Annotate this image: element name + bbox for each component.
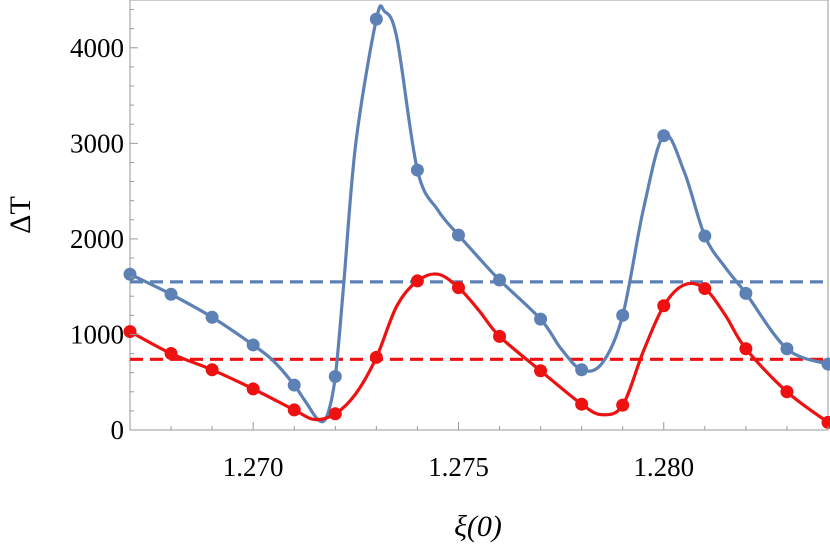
y-tick-label: 0 <box>111 415 125 445</box>
y-axis-label: ΔT <box>4 196 37 234</box>
y-tick-label: 3000 <box>70 128 124 158</box>
series-1-point <box>739 286 753 300</box>
series-2-point <box>534 364 548 378</box>
series-points <box>123 12 830 429</box>
series-2-point <box>821 415 830 429</box>
series-1-point <box>451 228 465 242</box>
series-2-point <box>451 281 465 295</box>
series-1-point <box>328 369 342 383</box>
series-2-point <box>493 329 507 343</box>
y-axis: 0 1000 2000 3000 4000 <box>70 9 138 445</box>
series-2-point <box>410 274 424 288</box>
x-axis: 1.270 1.275 1.280 <box>129 422 829 482</box>
series-2-point <box>369 350 383 364</box>
series-2-point <box>616 398 630 412</box>
series-curves <box>129 4 829 424</box>
series-1-point <box>780 342 794 356</box>
series-2-point <box>164 347 178 361</box>
series-1-point <box>616 308 630 322</box>
series-2-point <box>123 325 137 339</box>
series-2-line <box>129 272 829 424</box>
series-1-point <box>534 312 548 326</box>
series-1-point <box>698 229 712 243</box>
series-2-point <box>287 403 301 417</box>
series-2-point <box>657 299 671 313</box>
series-1-point <box>205 310 219 324</box>
series-1-point <box>369 12 383 26</box>
y-tick-label: 1000 <box>70 319 124 349</box>
series-1-point <box>287 378 301 392</box>
series-2-point <box>205 363 219 377</box>
x-axis-label: ξ(0) <box>454 510 502 543</box>
plot-frame <box>129 0 829 431</box>
series-2-point <box>698 282 712 296</box>
series-1-point <box>246 338 260 352</box>
x-tick-label: 1.280 <box>633 452 694 482</box>
y-tick-label: 2000 <box>70 224 124 254</box>
series-1-point <box>410 163 424 177</box>
series-1-point <box>657 129 671 143</box>
series-2-point <box>575 397 589 411</box>
series-2-point <box>246 382 260 396</box>
series-2-point <box>739 342 753 356</box>
mean-lines <box>130 280 828 361</box>
series-1-point <box>821 357 830 371</box>
x-tick-label: 1.275 <box>428 452 489 482</box>
series-1-point <box>123 267 137 281</box>
series-1-line <box>129 4 829 424</box>
y-tick-label: 4000 <box>70 33 124 63</box>
series-1-point <box>575 363 589 377</box>
series-2-point <box>328 407 342 421</box>
x-tick-label: 1.270 <box>223 452 284 482</box>
series-1-point <box>493 273 507 287</box>
series-2-point <box>780 385 794 399</box>
series-1-point <box>164 287 178 301</box>
